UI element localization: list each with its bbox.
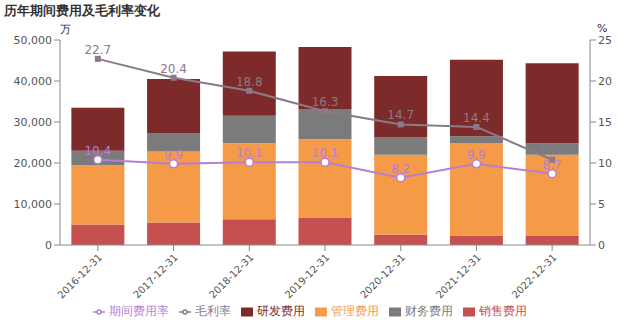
svg-text:2016-12-31: 2016-12-31: [55, 252, 104, 301]
html-text:期间费用率: 期间费用率: [109, 304, 169, 318]
html-text:研发费用: 研发费用: [257, 304, 305, 318]
svg-text:10: 10: [598, 157, 612, 170]
svg-text:2017-12-31: 2017-12-31: [131, 252, 180, 301]
html-text:历年期间费用及毛利率变化: 历年期间费用及毛利率变化: [4, 3, 160, 18]
html-text:毛利率: 毛利率: [195, 304, 231, 318]
svg-text:10.4: 10.4: [539, 144, 566, 158]
svg-text:20,000: 20,000: [14, 157, 53, 170]
svg-text:25: 25: [598, 34, 612, 47]
svg-text:20.4: 20.4: [160, 62, 187, 76]
html-text:财务费用: 财务费用: [405, 304, 453, 318]
html-text:万: 万: [60, 23, 71, 36]
svg-text:10.4: 10.4: [84, 144, 111, 158]
svg-text:10.1: 10.1: [236, 146, 263, 160]
svg-text:5: 5: [598, 198, 605, 211]
svg-text:2019-12-31: 2019-12-31: [283, 252, 332, 301]
svg-text:20: 20: [598, 75, 612, 88]
svg-text:9.9: 9.9: [467, 148, 486, 162]
svg-text:10.1: 10.1: [312, 146, 339, 160]
svg-text:14.7: 14.7: [387, 108, 414, 122]
svg-text:22.7: 22.7: [84, 43, 111, 57]
svg-text:2020-12-31: 2020-12-31: [358, 252, 407, 301]
svg-text:14.4: 14.4: [463, 111, 490, 125]
svg-text:50,000: 50,000: [14, 34, 53, 47]
svg-text:10,000: 10,000: [14, 198, 53, 211]
svg-text:2021-12-31: 2021-12-31: [434, 252, 483, 301]
svg-text:16.3: 16.3: [312, 95, 339, 109]
svg-text:18.8: 18.8: [236, 75, 263, 89]
svg-text:2018-12-31: 2018-12-31: [207, 252, 256, 301]
svg-text:40,000: 40,000: [14, 75, 53, 88]
html-text:销售费用: 销售费用: [479, 304, 527, 318]
svg-text:30,000: 30,000: [14, 116, 53, 129]
svg-text:8.2: 8.2: [391, 162, 410, 176]
svg-text:0: 0: [598, 239, 605, 252]
svg-text:2022-12-31: 2022-12-31: [510, 252, 559, 301]
svg-text:9.9: 9.9: [164, 148, 183, 162]
svg-text:15: 15: [598, 116, 612, 129]
svg-text:0: 0: [45, 239, 52, 252]
svg-text:8.7: 8.7: [543, 158, 562, 172]
html-text:管理费用: 管理费用: [331, 304, 379, 318]
